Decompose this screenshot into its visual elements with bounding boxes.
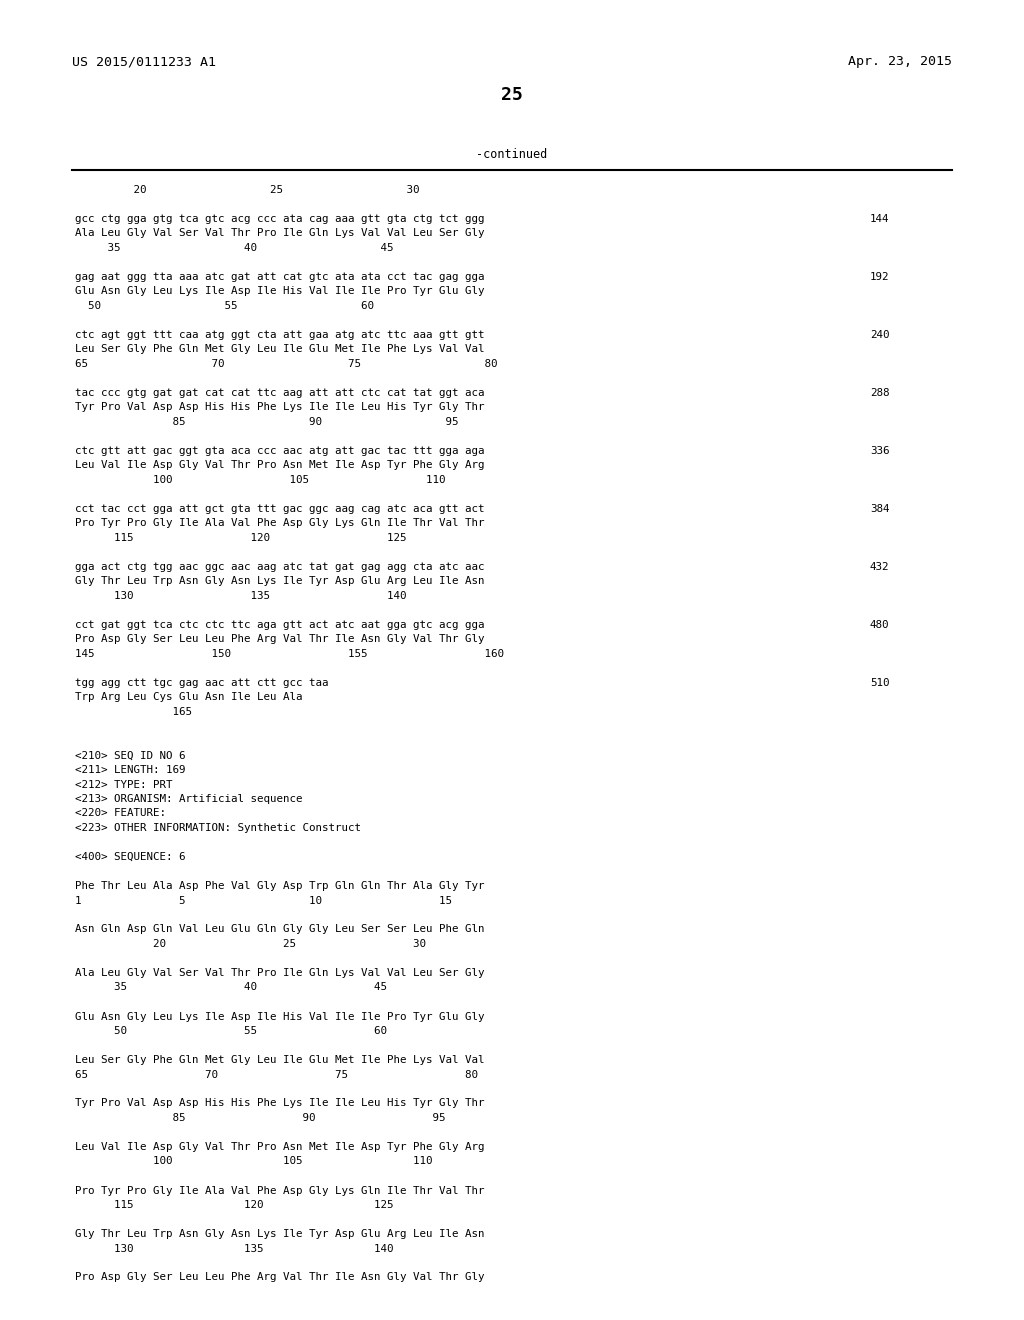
Text: Phe Thr Leu Ala Asp Phe Val Gly Asp Trp Gln Gln Thr Ala Gly Tyr: Phe Thr Leu Ala Asp Phe Val Gly Asp Trp … [75,880,484,891]
Text: 432: 432 [870,562,890,572]
Text: cct tac cct gga att gct gta ttt gac ggc aag cag atc aca gtt act: cct tac cct gga att gct gta ttt gac ggc … [75,504,484,513]
Text: <211> LENGTH: 169: <211> LENGTH: 169 [75,766,185,775]
Text: gag aat ggg tta aaa atc gat att cat gtc ata ata cct tac gag gga: gag aat ggg tta aaa atc gat att cat gtc … [75,272,484,282]
Text: Leu Val Ile Asp Gly Val Thr Pro Asn Met Ile Asp Tyr Phe Gly Arg: Leu Val Ile Asp Gly Val Thr Pro Asn Met … [75,1142,484,1152]
Text: 130                  135                  140: 130 135 140 [75,591,407,601]
Text: <220> FEATURE:: <220> FEATURE: [75,808,166,818]
Text: Pro Asp Gly Ser Leu Leu Phe Arg Val Thr Ile Asn Gly Val Thr Gly: Pro Asp Gly Ser Leu Leu Phe Arg Val Thr … [75,635,484,644]
Text: 100                  105                  110: 100 105 110 [75,475,445,484]
Text: 85                   90                   95: 85 90 95 [75,417,459,426]
Text: Leu Ser Gly Phe Gln Met Gly Leu Ile Glu Met Ile Phe Lys Val Val: Leu Ser Gly Phe Gln Met Gly Leu Ile Glu … [75,345,484,355]
Text: 144: 144 [870,214,890,224]
Text: 20                   25                   30: 20 25 30 [75,185,420,195]
Text: Asn Gln Asp Gln Val Leu Glu Gln Gly Gly Leu Ser Ser Leu Phe Gln: Asn Gln Asp Gln Val Leu Glu Gln Gly Gly … [75,924,484,935]
Text: cct gat ggt tca ctc ctc ttc aga gtt act atc aat gga gtc acg gga: cct gat ggt tca ctc ctc ttc aga gtt act … [75,620,484,630]
Text: Gly Thr Leu Trp Asn Gly Asn Lys Ile Tyr Asp Glu Arg Leu Ile Asn: Gly Thr Leu Trp Asn Gly Asn Lys Ile Tyr … [75,1229,484,1239]
Text: 115                 120                 125: 115 120 125 [75,1200,393,1210]
Text: 510: 510 [870,678,890,688]
Text: 145                  150                  155                  160: 145 150 155 160 [75,649,504,659]
Text: 65                  70                  75                  80: 65 70 75 80 [75,1069,478,1080]
Text: 192: 192 [870,272,890,282]
Text: 50                  55                  60: 50 55 60 [75,1026,387,1036]
Text: ctc agt ggt ttt caa atg ggt cta att gaa atg atc ttc aaa gtt gtt: ctc agt ggt ttt caa atg ggt cta att gaa … [75,330,484,341]
Text: -continued: -continued [476,149,548,161]
Text: 85                  90                  95: 85 90 95 [75,1113,445,1123]
Text: Pro Tyr Pro Gly Ile Ala Val Phe Asp Gly Lys Gln Ile Thr Val Thr: Pro Tyr Pro Gly Ile Ala Val Phe Asp Gly … [75,519,484,528]
Text: US 2015/0111233 A1: US 2015/0111233 A1 [72,55,216,69]
Text: <213> ORGANISM: Artificial sequence: <213> ORGANISM: Artificial sequence [75,795,302,804]
Text: Glu Asn Gly Leu Lys Ile Asp Ile His Val Ile Ile Pro Tyr Glu Gly: Glu Asn Gly Leu Lys Ile Asp Ile His Val … [75,286,484,297]
Text: Ala Leu Gly Val Ser Val Thr Pro Ile Gln Lys Val Val Leu Ser Gly: Ala Leu Gly Val Ser Val Thr Pro Ile Gln … [75,228,484,239]
Text: 336: 336 [870,446,890,455]
Text: 115                  120                  125: 115 120 125 [75,533,407,543]
Text: 165: 165 [75,708,193,717]
Text: 25: 25 [501,86,523,104]
Text: 20                  25                  30: 20 25 30 [75,939,426,949]
Text: <400> SEQUENCE: 6: <400> SEQUENCE: 6 [75,851,185,862]
Text: <223> OTHER INFORMATION: Synthetic Construct: <223> OTHER INFORMATION: Synthetic Const… [75,822,361,833]
Text: tac ccc gtg gat gat cat cat ttc aag att att ctc cat tat ggt aca: tac ccc gtg gat gat cat cat ttc aag att … [75,388,484,399]
Text: Pro Asp Gly Ser Leu Leu Phe Arg Val Thr Ile Asn Gly Val Thr Gly: Pro Asp Gly Ser Leu Leu Phe Arg Val Thr … [75,1272,484,1283]
Text: tgg agg ctt tgc gag aac att ctt gcc taa: tgg agg ctt tgc gag aac att ctt gcc taa [75,678,329,688]
Text: 100                 105                 110: 100 105 110 [75,1156,432,1167]
Text: 35                   40                   45: 35 40 45 [75,243,393,253]
Text: 35                  40                  45: 35 40 45 [75,982,387,993]
Text: gcc ctg gga gtg tca gtc acg ccc ata cag aaa gtt gta ctg tct ggg: gcc ctg gga gtg tca gtc acg ccc ata cag … [75,214,484,224]
Text: 240: 240 [870,330,890,341]
Text: Trp Arg Leu Cys Glu Asn Ile Leu Ala: Trp Arg Leu Cys Glu Asn Ile Leu Ala [75,693,302,702]
Text: 65                   70                   75                   80: 65 70 75 80 [75,359,498,370]
Text: 288: 288 [870,388,890,399]
Text: 384: 384 [870,504,890,513]
Text: 130                 135                 140: 130 135 140 [75,1243,393,1254]
Text: Pro Tyr Pro Gly Ile Ala Val Phe Asp Gly Lys Gln Ile Thr Val Thr: Pro Tyr Pro Gly Ile Ala Val Phe Asp Gly … [75,1185,484,1196]
Text: gga act ctg tgg aac ggc aac aag atc tat gat gag agg cta atc aac: gga act ctg tgg aac ggc aac aag atc tat … [75,562,484,572]
Text: Tyr Pro Val Asp Asp His His Phe Lys Ile Ile Leu His Tyr Gly Thr: Tyr Pro Val Asp Asp His His Phe Lys Ile … [75,1098,484,1109]
Text: Leu Val Ile Asp Gly Val Thr Pro Asn Met Ile Asp Tyr Phe Gly Arg: Leu Val Ile Asp Gly Val Thr Pro Asn Met … [75,461,484,470]
Text: 50                   55                   60: 50 55 60 [75,301,374,312]
Text: Apr. 23, 2015: Apr. 23, 2015 [848,55,952,69]
Text: Gly Thr Leu Trp Asn Gly Asn Lys Ile Tyr Asp Glu Arg Leu Ile Asn: Gly Thr Leu Trp Asn Gly Asn Lys Ile Tyr … [75,577,484,586]
Text: Glu Asn Gly Leu Lys Ile Asp Ile His Val Ile Ile Pro Tyr Glu Gly: Glu Asn Gly Leu Lys Ile Asp Ile His Val … [75,1011,484,1022]
Text: Leu Ser Gly Phe Gln Met Gly Leu Ile Glu Met Ile Phe Lys Val Val: Leu Ser Gly Phe Gln Met Gly Leu Ile Glu … [75,1055,484,1065]
Text: <210> SEQ ID NO 6: <210> SEQ ID NO 6 [75,751,185,760]
Text: 1               5                   10                  15: 1 5 10 15 [75,895,452,906]
Text: Tyr Pro Val Asp Asp His His Phe Lys Ile Ile Leu His Tyr Gly Thr: Tyr Pro Val Asp Asp His His Phe Lys Ile … [75,403,484,412]
Text: <212> TYPE: PRT: <212> TYPE: PRT [75,780,172,789]
Text: Ala Leu Gly Val Ser Val Thr Pro Ile Gln Lys Val Val Leu Ser Gly: Ala Leu Gly Val Ser Val Thr Pro Ile Gln … [75,968,484,978]
Text: 480: 480 [870,620,890,630]
Text: ctc gtt att gac ggt gta aca ccc aac atg att gac tac ttt gga aga: ctc gtt att gac ggt gta aca ccc aac atg … [75,446,484,455]
